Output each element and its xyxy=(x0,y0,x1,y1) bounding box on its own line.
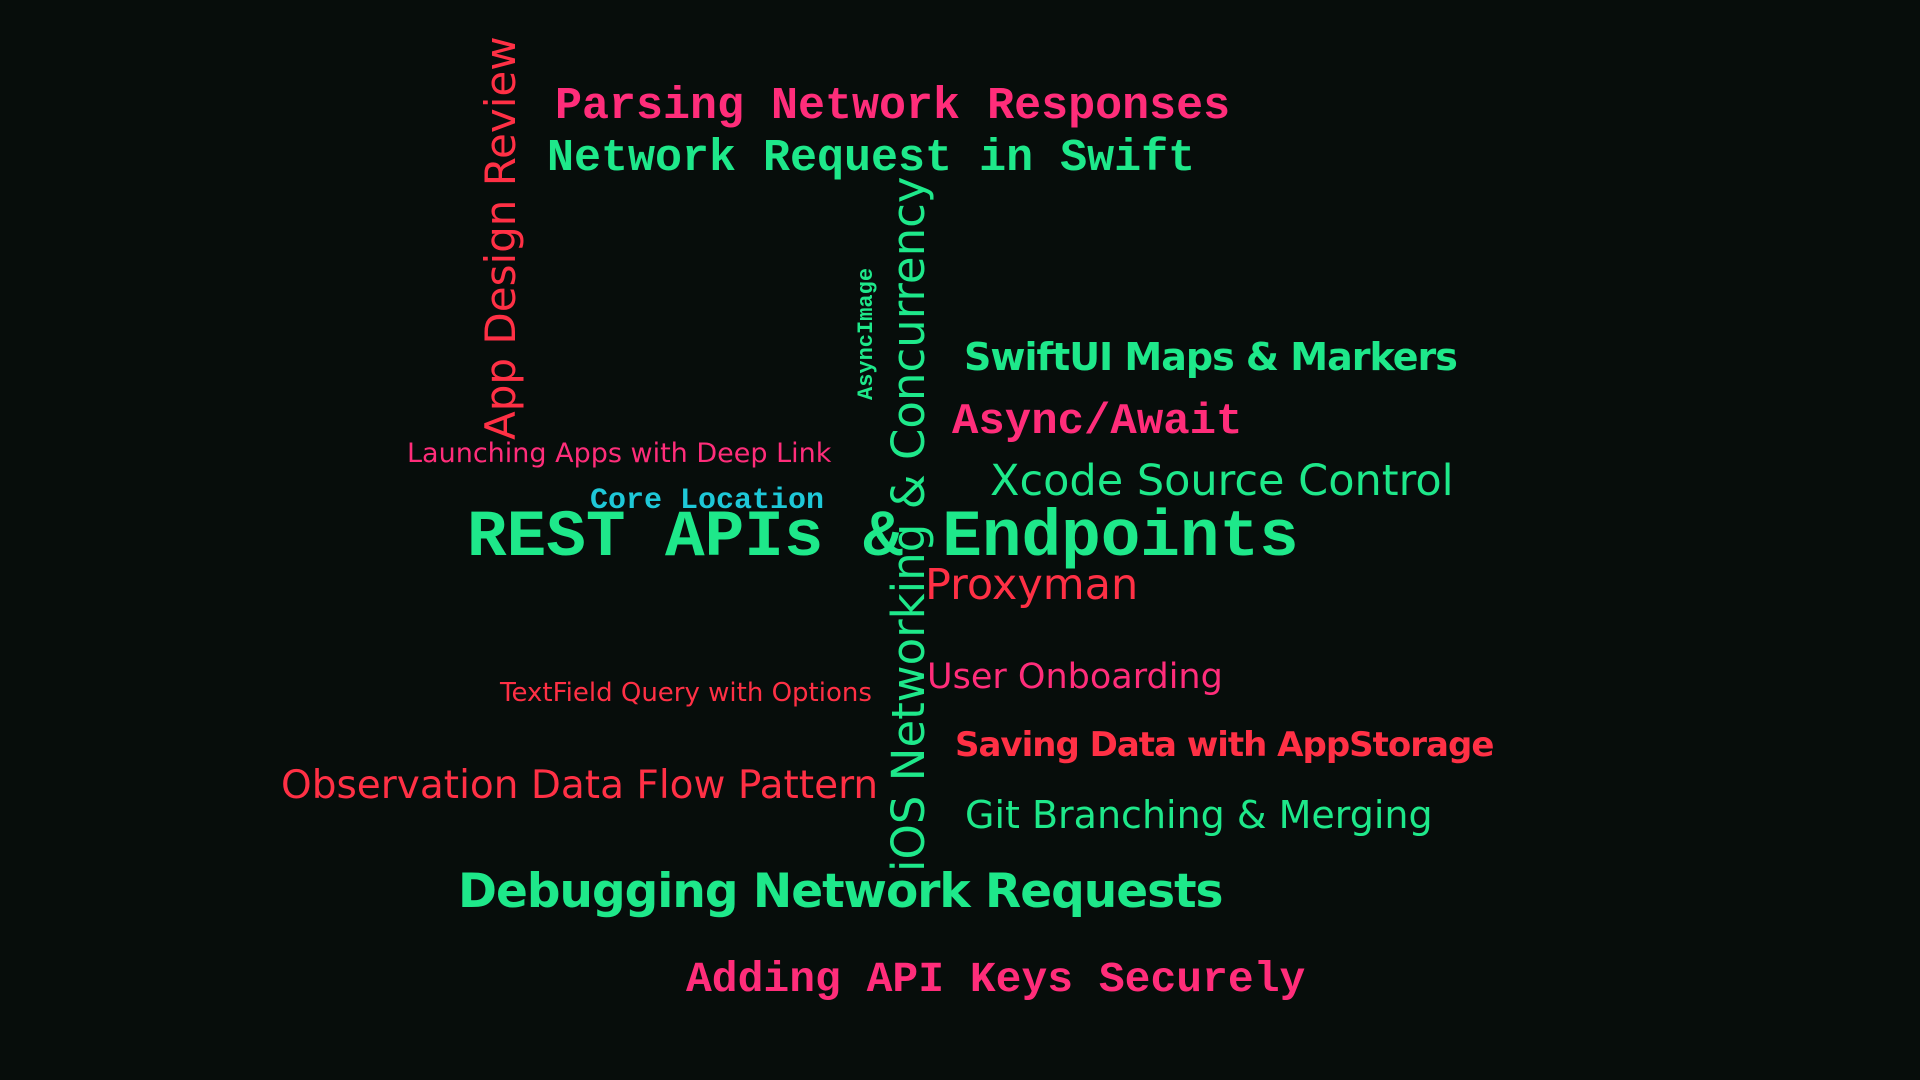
word-parsing-network-responses: Parsing Network Responses xyxy=(555,81,1231,132)
word-app-design-review: App Design Review xyxy=(476,36,525,440)
word-async-await: Async/Await xyxy=(952,397,1243,447)
word-textfield-query-options: TextField Query with Options xyxy=(500,678,872,708)
word-launching-apps-deep-link: Launching Apps with Deep Link xyxy=(407,438,832,469)
word-xcode-source-control: Xcode Source Control xyxy=(990,456,1454,506)
word-observation-data-flow: Observation Data Flow Pattern xyxy=(281,763,879,808)
word-saving-data-appstorage: Saving Data with AppStorage xyxy=(955,725,1494,765)
word-debugging-network-requests: Debugging Network Requests xyxy=(458,864,1224,919)
word-proxyman: Proxyman xyxy=(925,560,1139,610)
word-git-branching-merging: Git Branching & Merging xyxy=(965,793,1433,837)
word-network-request-in-swift: Network Request in Swift xyxy=(547,133,1196,184)
word-rest-apis-endpoints: REST APIs & Endpoints xyxy=(467,500,1299,575)
word-user-onboarding: User Onboarding xyxy=(927,657,1223,697)
word-core-location: Core Location xyxy=(590,484,825,518)
word-adding-api-keys: Adding API Keys Securely xyxy=(686,955,1306,1004)
word-asyncimage: AsyncImage xyxy=(854,267,879,400)
word-swiftui-maps-markers: SwiftUI Maps & Markers xyxy=(964,335,1458,379)
